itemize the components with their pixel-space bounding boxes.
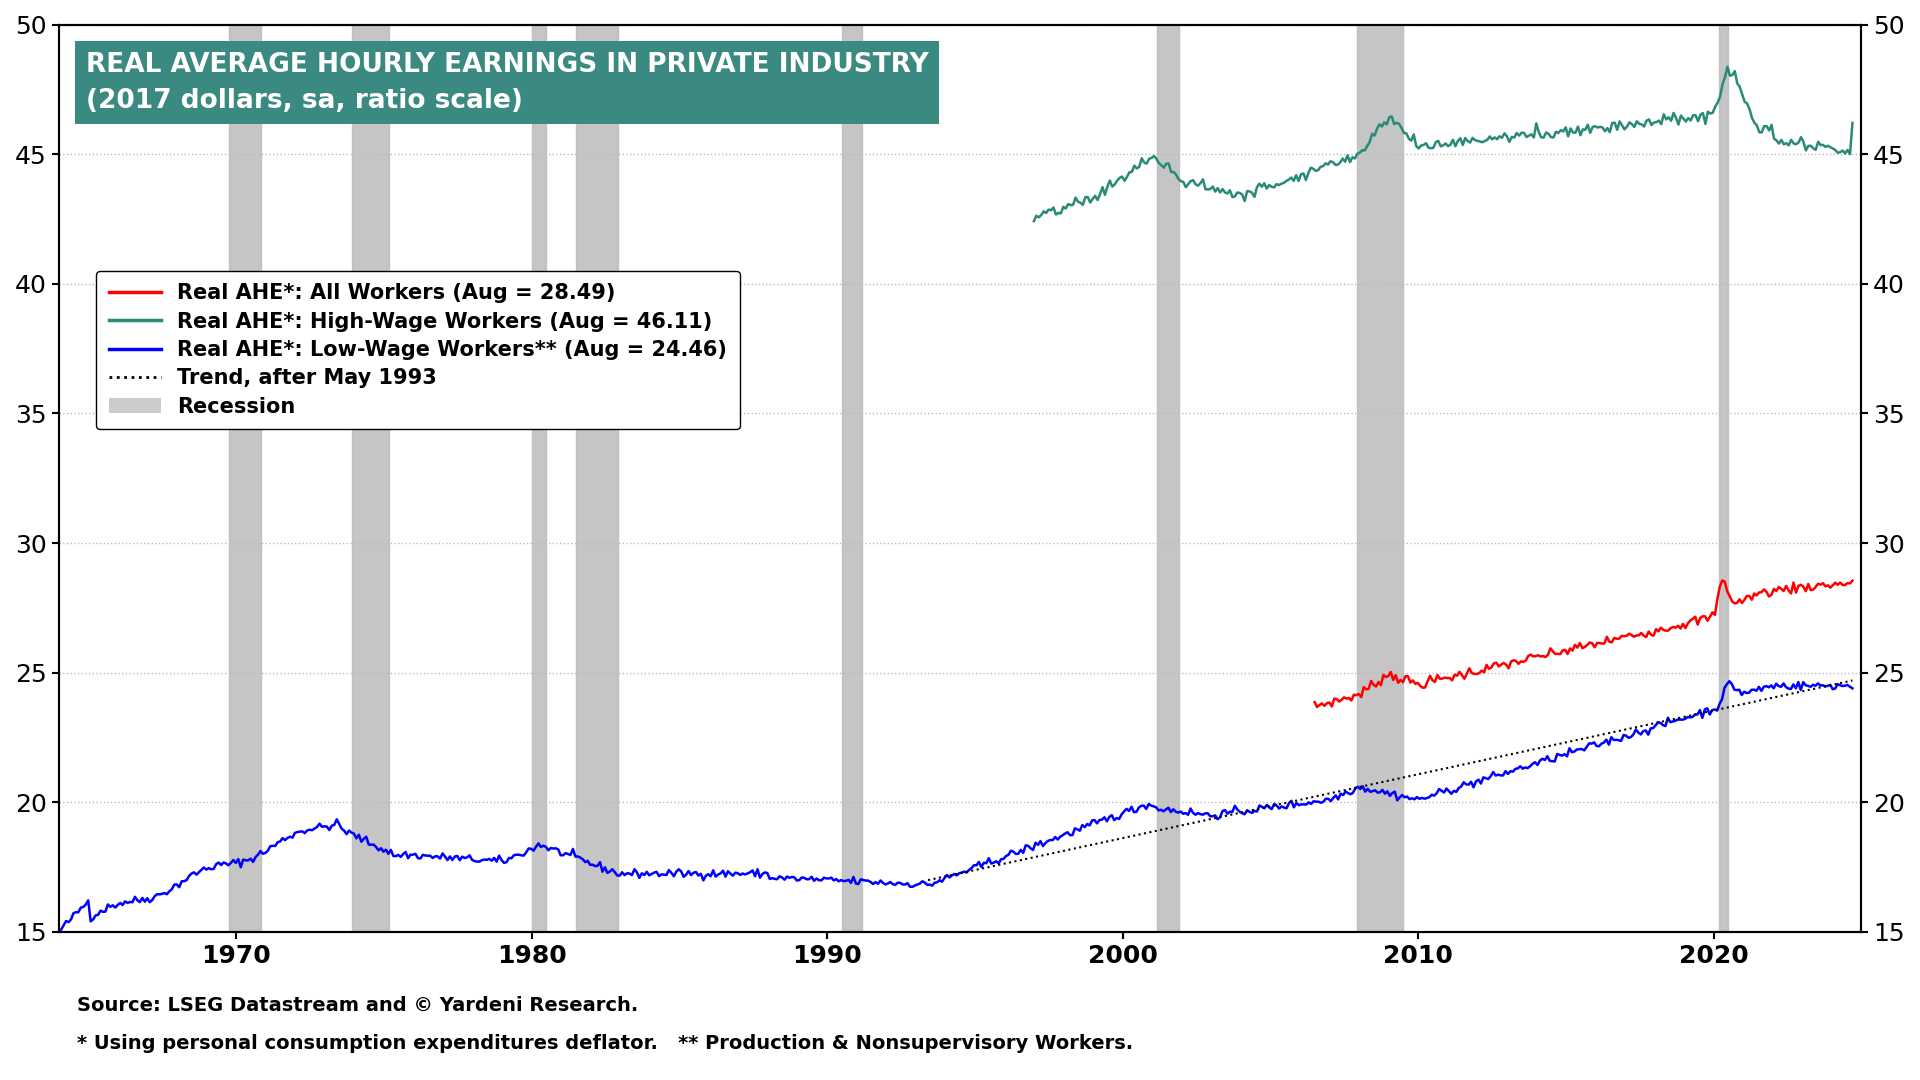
Bar bbox=[576, 25, 618, 932]
Text: * Using personal consumption expenditures deflator.   ** Production & Nonsupervi: * Using personal consumption expenditure… bbox=[77, 1034, 1133, 1053]
Bar bbox=[841, 25, 862, 932]
Bar bbox=[228, 25, 261, 932]
Legend: Real AHE*: All Workers (Aug = 28.49), Real AHE*: High-Wage Workers (Aug = 46.11): Real AHE*: All Workers (Aug = 28.49), Re… bbox=[96, 271, 739, 429]
Bar bbox=[1158, 25, 1179, 932]
Bar bbox=[351, 25, 388, 932]
Text: Source: LSEG Datastream and © Yardeni Research.: Source: LSEG Datastream and © Yardeni Re… bbox=[77, 996, 637, 1015]
Bar bbox=[1357, 25, 1404, 932]
Text: REAL AVERAGE HOURLY EARNINGS IN PRIVATE INDUSTRY
(2017 dollars, sa, ratio scale): REAL AVERAGE HOURLY EARNINGS IN PRIVATE … bbox=[86, 52, 929, 113]
Bar bbox=[532, 25, 547, 932]
Bar bbox=[1718, 25, 1728, 932]
